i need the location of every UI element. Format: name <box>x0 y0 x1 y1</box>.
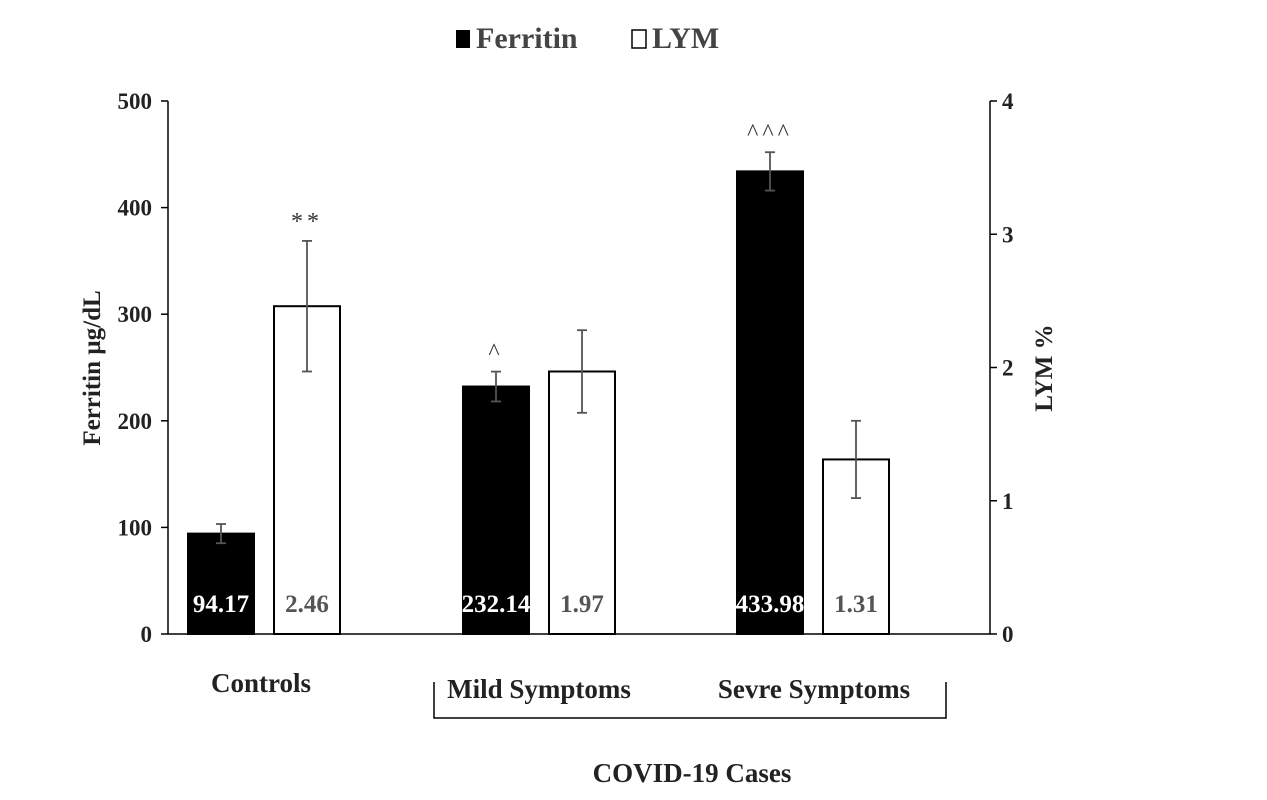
legend-swatch-ferritin <box>456 30 470 48</box>
value-label-ferritin-1: 232.14 <box>462 591 531 618</box>
legend-label-ferritin: Ferritin <box>476 22 578 55</box>
right-tick-label-1: 1 <box>1002 489 1014 514</box>
left-tick-label-1: 100 <box>118 515 153 540</box>
right-axis-ticks: 0 1 2 3 4 <box>990 89 1014 647</box>
legend: Ferritin LYM <box>456 22 719 55</box>
bars: 94.17 232.14 ^ 433.98 ^^^ 2.46 ** 1.97 1.31 <box>187 120 890 636</box>
annotation-ferritin-2: ^^^ <box>747 120 793 146</box>
bar-ferritin-1 <box>462 385 530 635</box>
value-label-lym-1: 1.97 <box>560 591 604 618</box>
bar-ferritin-2 <box>736 170 804 635</box>
right-tick-label-0: 0 <box>1002 622 1014 647</box>
left-tick-label-0: 0 <box>141 622 153 647</box>
left-tick-label-3: 300 <box>118 302 153 327</box>
value-label-ferritin-2: 433.98 <box>736 591 805 618</box>
y2-axis-label: LYM % <box>1031 324 1058 411</box>
bar-lym-1 <box>548 370 616 635</box>
value-label-lym-2: 1.31 <box>834 591 878 618</box>
left-axis-ticks: 0 100 200 300 400 500 <box>118 89 168 647</box>
y-axis-label: Ferritin µg/dL <box>79 290 106 445</box>
annotation-ferritin-1: ^ <box>488 340 503 366</box>
right-tick-label-2: 2 <box>1002 356 1014 381</box>
category-label-controls: Controls <box>211 668 311 698</box>
left-tick-label-4: 400 <box>118 196 153 221</box>
legend-swatch-lym <box>631 29 647 49</box>
right-tick-label-3: 3 <box>1002 222 1014 247</box>
left-tick-label-5: 500 <box>118 89 153 114</box>
bar-ferritin-0 <box>187 532 255 636</box>
value-label-lym-0: 2.46 <box>285 591 329 618</box>
group-label: COVID-19 Cases <box>593 758 792 788</box>
category-label-severe: Sevre Symptoms <box>718 674 910 704</box>
annotation-lym-0: ** <box>291 209 323 235</box>
value-label-ferritin-0: 94.17 <box>193 591 249 618</box>
right-tick-label-4: 4 <box>1002 89 1014 114</box>
left-tick-label-2: 200 <box>118 409 153 434</box>
category-label-mild: Mild Symptoms <box>447 674 631 704</box>
group-bracket <box>433 682 947 719</box>
legend-label-lym: LYM <box>652 22 719 55</box>
